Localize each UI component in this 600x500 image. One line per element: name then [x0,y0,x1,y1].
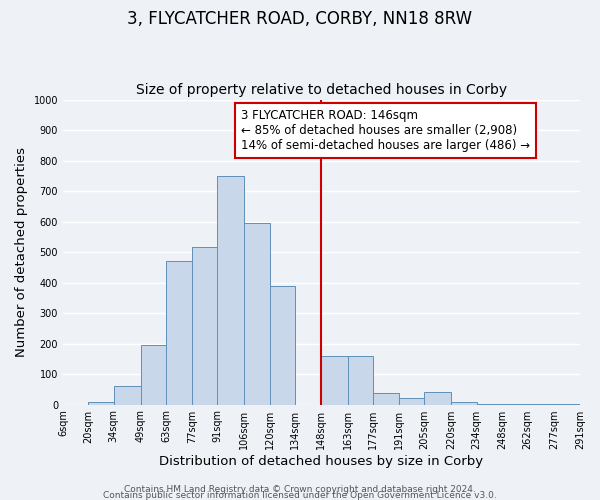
Bar [244,223,270,404]
Bar [88,402,114,404]
Title: Size of property relative to detached houses in Corby: Size of property relative to detached ho… [136,83,507,97]
Bar [141,345,166,405]
Y-axis label: Number of detached properties: Number of detached properties [15,147,28,357]
Bar [373,393,398,404]
Bar [166,261,192,404]
Bar [270,286,295,405]
Text: Contains HM Land Registry data © Crown copyright and database right 2024.: Contains HM Land Registry data © Crown c… [124,484,476,494]
Bar [217,176,244,404]
Bar [192,247,217,404]
X-axis label: Distribution of detached houses by size in Corby: Distribution of detached houses by size … [160,454,484,468]
Bar [451,402,476,404]
Bar [348,356,373,405]
Text: 3 FLYCATCHER ROAD: 146sqm
← 85% of detached houses are smaller (2,908)
14% of se: 3 FLYCATCHER ROAD: 146sqm ← 85% of detac… [241,108,530,152]
Bar [424,392,451,404]
Text: Contains public sector information licensed under the Open Government Licence v3: Contains public sector information licen… [103,490,497,500]
Bar [114,386,141,404]
Bar [320,356,348,405]
Bar [398,398,424,404]
Text: 3, FLYCATCHER ROAD, CORBY, NN18 8RW: 3, FLYCATCHER ROAD, CORBY, NN18 8RW [127,10,473,28]
